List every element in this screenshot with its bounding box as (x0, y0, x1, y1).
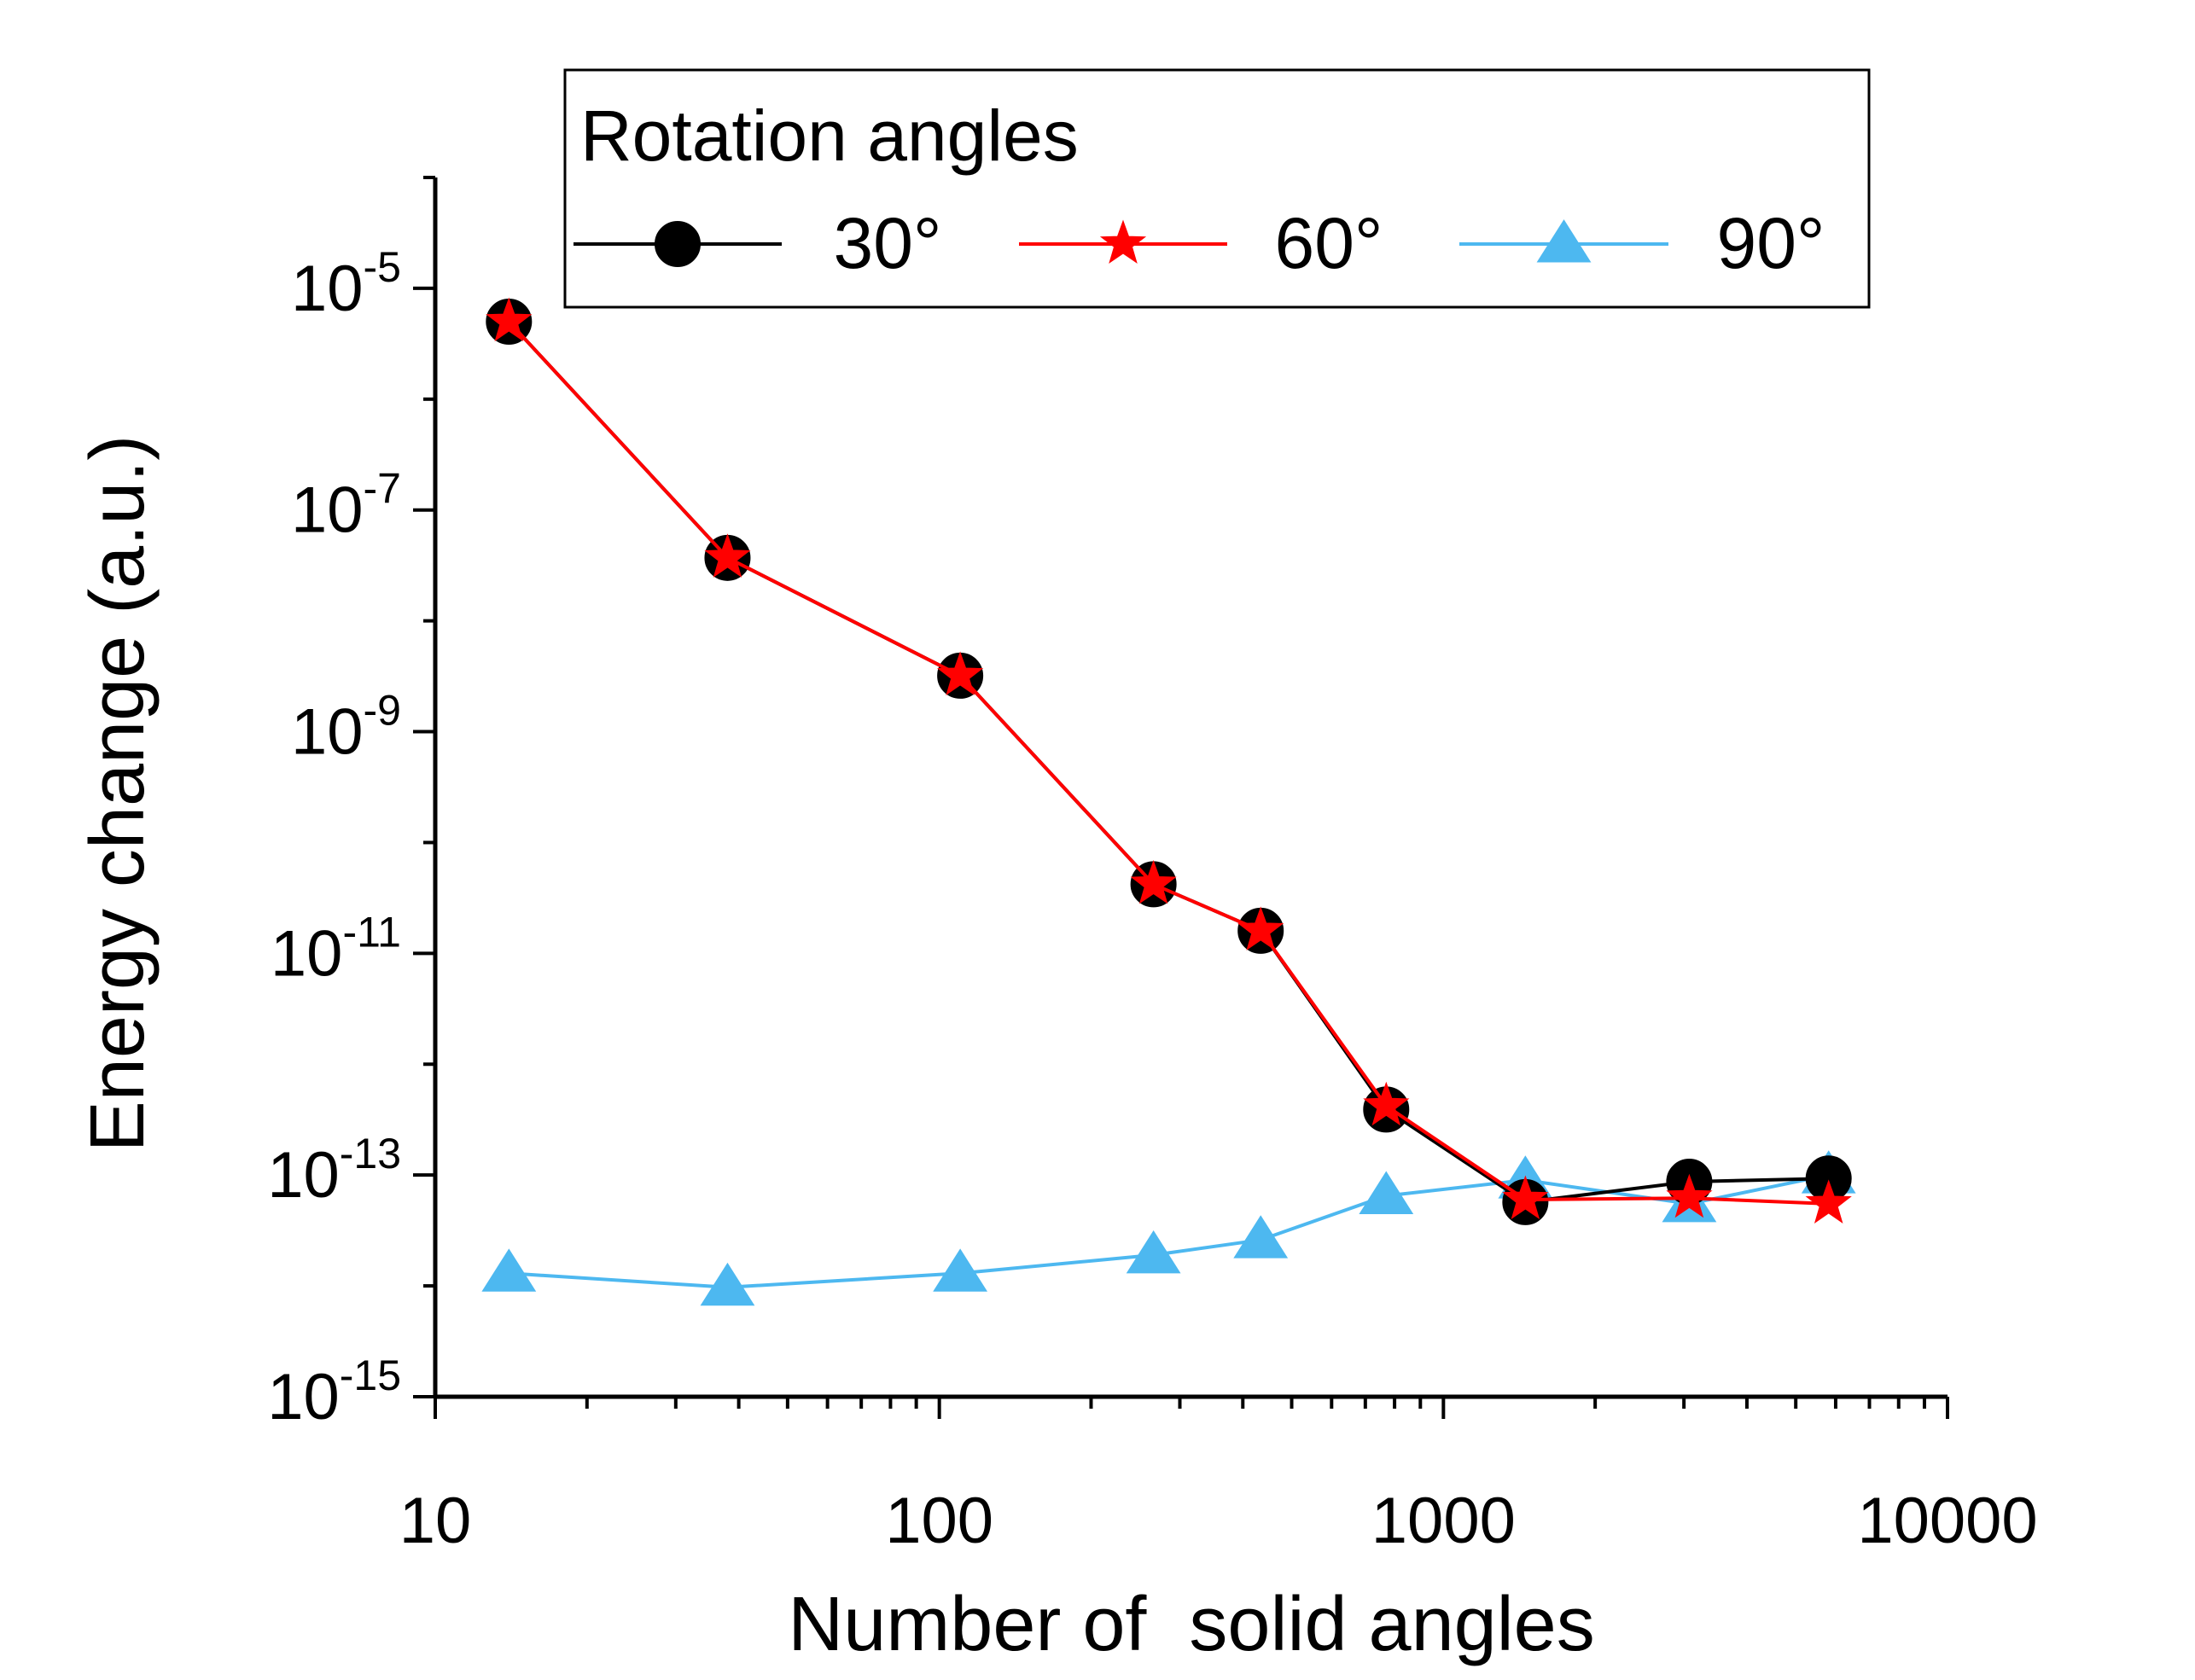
data-point (1359, 1171, 1414, 1214)
legend-label: 60° (1274, 203, 1383, 283)
x-tick-label: 100 (885, 1485, 993, 1557)
x-tick-label: 1000 (1371, 1485, 1516, 1557)
data-point (1805, 1179, 1852, 1224)
y-axis-title: Energy change (a.u.) (75, 435, 160, 1153)
y-tick-label: 10-5 (291, 243, 401, 325)
x-tick-label: 10 (399, 1485, 472, 1557)
legend-entry: 60° (1019, 203, 1383, 283)
legend-marker (1099, 219, 1147, 264)
y-tick-label: 10-13 (267, 1130, 401, 1212)
data-point (1363, 1081, 1410, 1126)
x-tick-label: 10000 (1857, 1485, 2037, 1557)
data-point (1130, 859, 1177, 904)
y-tick-label: 10-15 (267, 1352, 401, 1433)
series-triangle (481, 1150, 1856, 1306)
axes (433, 177, 1948, 1399)
legend-marker (1536, 219, 1592, 263)
data-point (1126, 1229, 1181, 1274)
data-point (936, 651, 984, 696)
data-point (481, 1248, 537, 1292)
legend: Rotation angles 30° 60° 90° (563, 68, 1871, 309)
series-line (507, 320, 1829, 1206)
data-point (1502, 1175, 1549, 1220)
legend-box (563, 68, 1871, 309)
data-point (1237, 906, 1284, 950)
legend-title: Rotation angles (580, 96, 1079, 176)
y-tick-label: 10-11 (271, 908, 401, 990)
legend-label: 30° (833, 203, 941, 283)
data-point (704, 533, 751, 578)
legend-label: 90° (1716, 203, 1825, 283)
y-tick-label: 10-7 (291, 465, 401, 547)
series-circle (486, 299, 1852, 1225)
data-point (1233, 1215, 1289, 1259)
data-point (486, 297, 533, 342)
series-line (507, 320, 1829, 1204)
ticks (413, 176, 1949, 1419)
data-point (1666, 1173, 1713, 1218)
series-layer (481, 297, 1856, 1306)
data-point (700, 1262, 755, 1306)
y-tick-label: 10-9 (291, 687, 401, 769)
tick-labels: 10 100 1000 10000 10-5 10-7 10-9 10-11 10-13 10-1… (267, 243, 2037, 1557)
x-axis-title: Number of solid angles (788, 1582, 1594, 1667)
legend-marker (655, 221, 701, 267)
legend-entry: 30° (573, 203, 942, 283)
legend-entry: 90° (1459, 203, 1825, 283)
data-point (933, 1248, 988, 1292)
series-star (486, 297, 1852, 1224)
